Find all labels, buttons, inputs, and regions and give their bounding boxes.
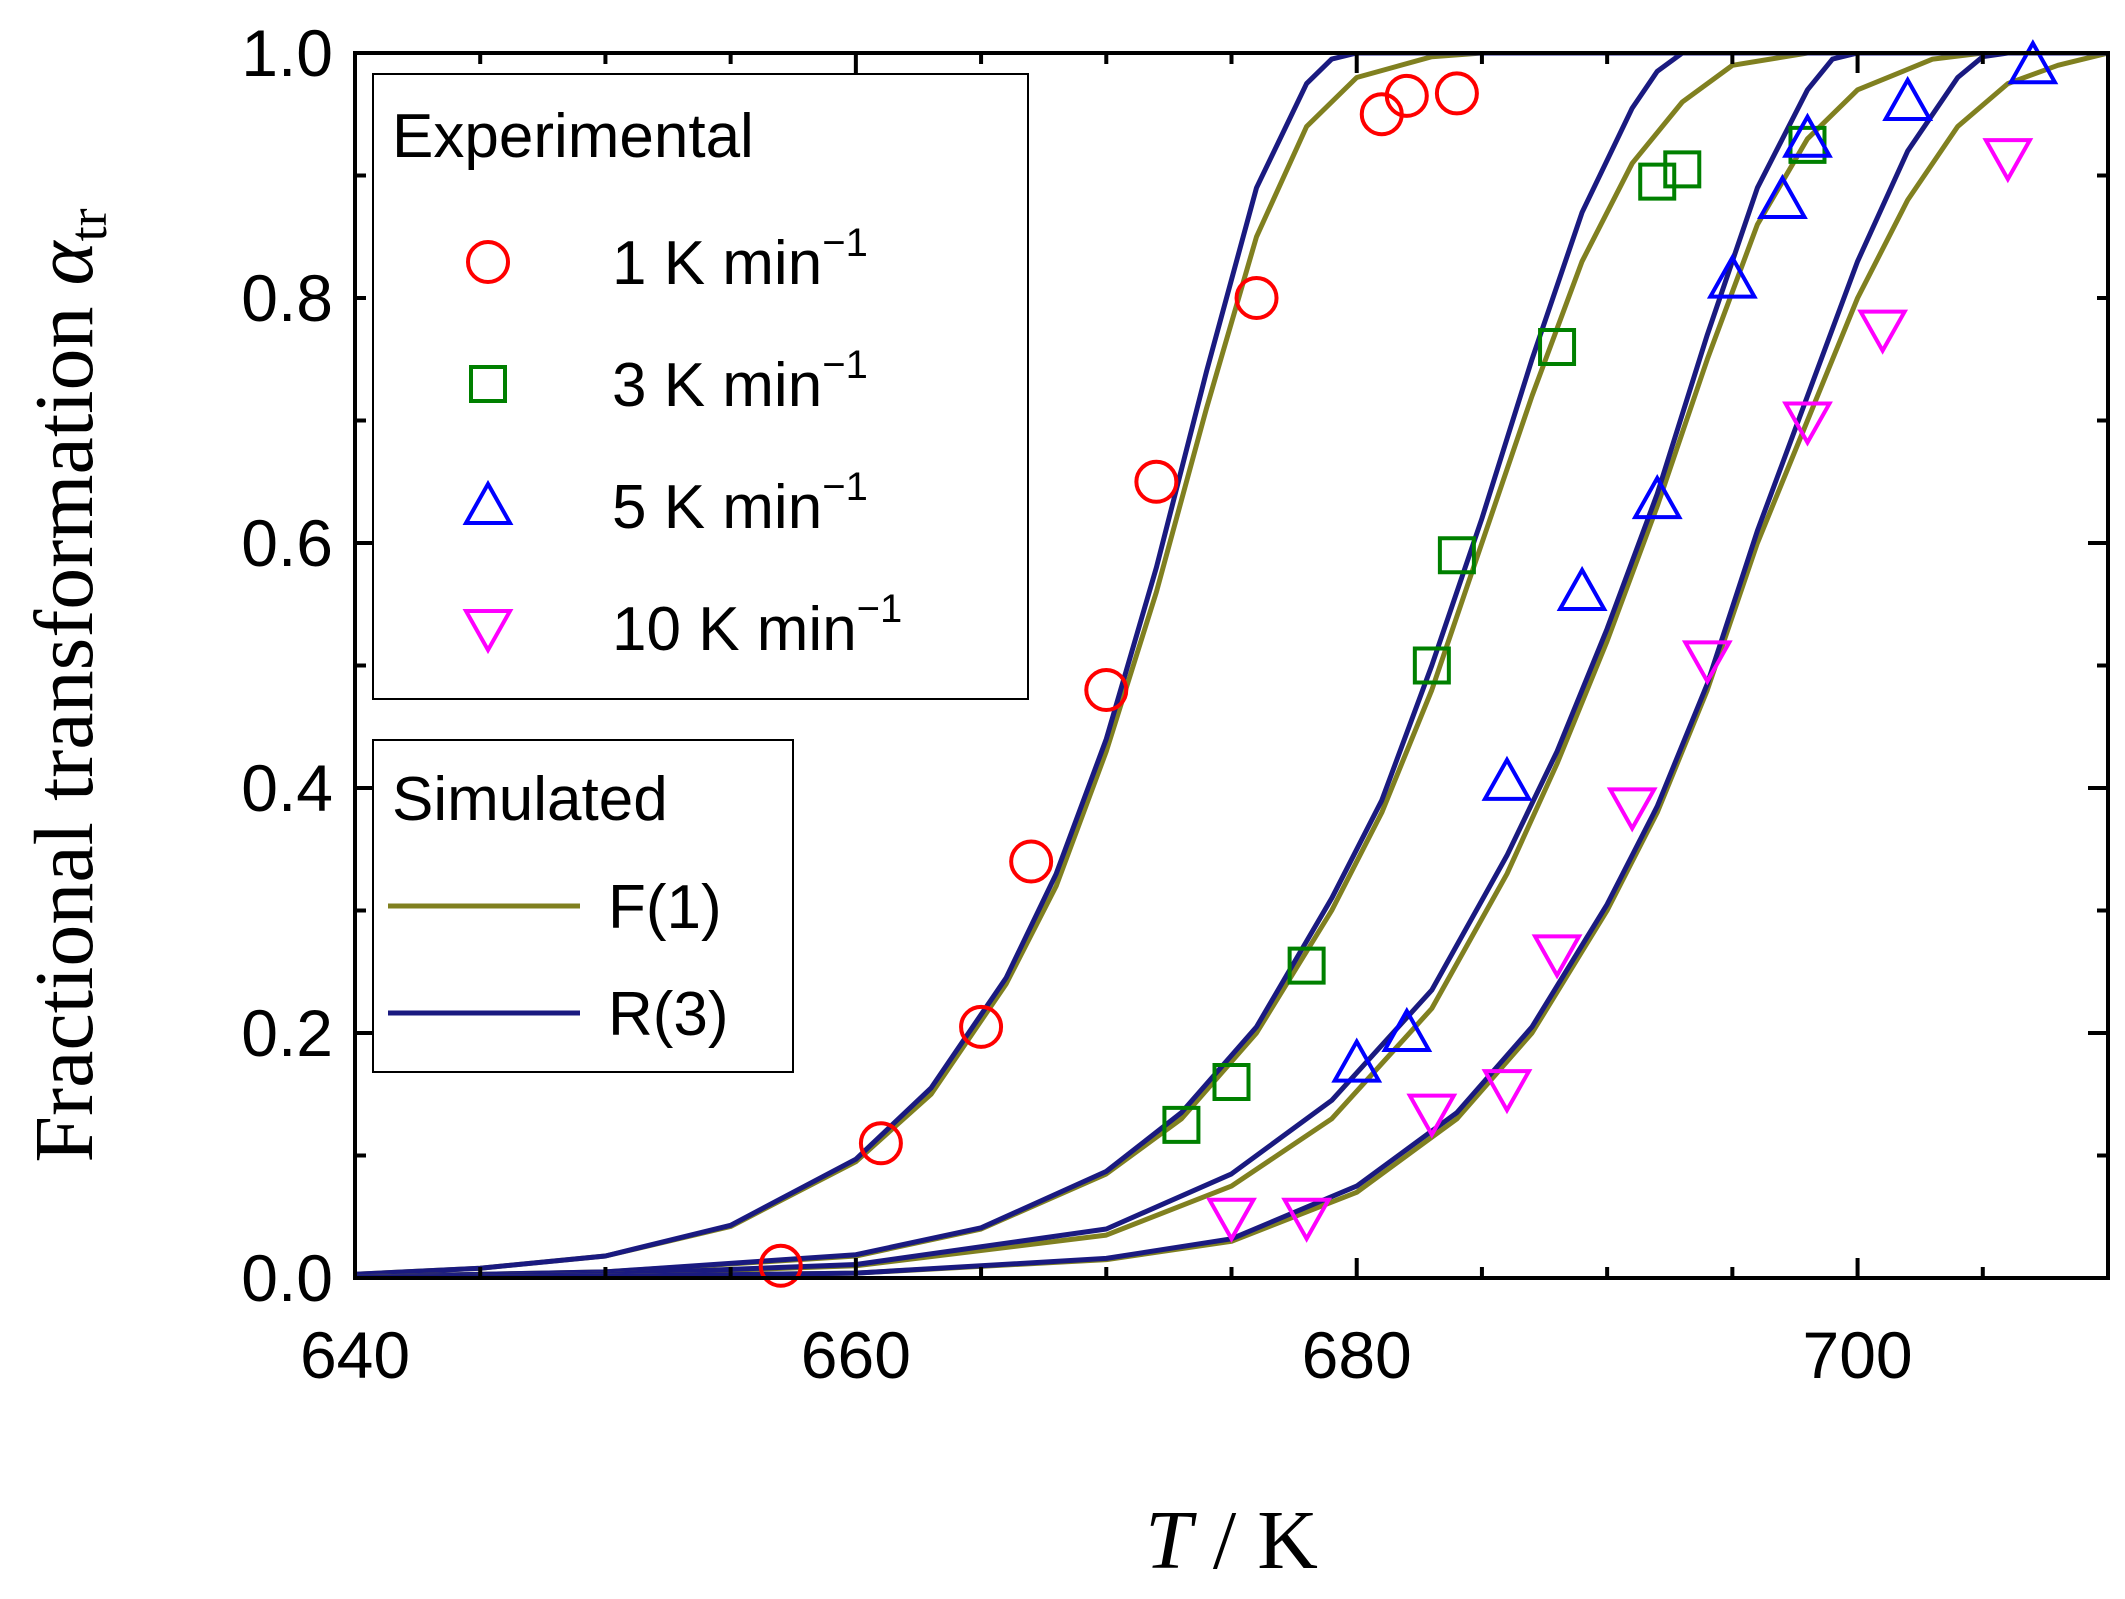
marker-series0-0 [758,1243,803,1288]
legend-experimental-title: Experimental [392,102,754,171]
curve-f1-4 [355,53,2108,1278]
marker-series1-2 [1287,946,1326,985]
marker-series1-7 [1663,150,1702,189]
x-axis-title-symbol: T [1145,1494,1197,1587]
y-axis-title-text: Fractional transformation [18,286,111,1163]
marker-series2-6 [1757,173,1808,219]
marker-series2-5 [1706,253,1758,299]
marker-series0-3 [1009,839,1054,884]
marker-series3-8 [1857,309,1909,355]
legend-experimental: Experimental 1 K min−13 K min−15 K min−1… [372,73,1029,700]
x-axis-title-unit: / K [1192,1494,1318,1587]
legend-entry-exponent: −1 [857,587,903,631]
legend-entry-rate: 3 K min [612,351,822,420]
marker-series3-0 [1206,1197,1257,1243]
marker-series3-1 [1281,1197,1333,1243]
y-tick-label: 0.0 [241,1241,333,1315]
marker-series2-8 [1882,75,1934,121]
x-tick-label: 640 [300,1318,410,1392]
marker-series3-9 [1982,138,2034,184]
legend-entry-exponent: −1 [822,465,868,509]
x-tick-label: 680 [1302,1318,1412,1392]
marker-series3-7 [1782,401,1833,447]
curve-r3-7 [355,53,2108,1278]
y-tick-label: 0.8 [241,261,333,335]
y-tick-label: 1.0 [241,16,333,90]
legend-marker-1 [469,365,507,403]
legend-simulated-entries: F(1) R(3) [388,873,729,1049]
marker-series2-7 [1782,112,1833,158]
marker-series0-9 [1434,71,1479,116]
marker-series2-1 [1381,1006,1433,1052]
marker-series2-9 [2007,39,2059,85]
legend-entry-rate: 1 K min [612,229,822,298]
legend-experimental-entries: 1 K min−13 K min−15 K min−110 K min−1 [462,221,902,664]
axis-ticks: 640 660 680 700 0.0 0.2 0.4 0.6 0.8 1.0 [241,16,2110,1392]
y-tick-label: 0.6 [241,506,333,580]
marker-series3-3 [1481,1069,1533,1115]
legend-sim-label-1: R(3) [608,980,729,1049]
y-tick-label: 0.2 [241,996,333,1070]
marker-series2-0 [1331,1037,1383,1083]
y-tick-label: 0.4 [241,751,333,825]
marker-series0-2 [959,1004,1004,1049]
marker-series0-8 [1384,73,1429,118]
marker-series3-2 [1406,1093,1458,1139]
marker-series1-1 [1212,1063,1251,1101]
marker-series1-6 [1638,162,1677,201]
experimental-markers [758,39,2059,1288]
legend-entry-rate: 10 K min [612,595,857,664]
legend-entry-label-0: 1 K min−1 [612,221,868,298]
legend-entry-exponent: −1 [822,343,868,387]
legend-entry-label-2: 5 K min−1 [612,465,868,542]
marker-series1-4 [1437,536,1476,575]
marker-series2-4 [1631,474,1683,520]
curve-r3-5 [355,53,2108,1278]
legend-marker-2 [462,479,514,525]
marker-series3-5 [1606,787,1658,833]
y-axis-title-subscript: tr [58,208,118,241]
simulated-curves [355,53,2108,1278]
marker-series3-6 [1681,640,1733,686]
marker-series1-3 [1412,646,1451,685]
legend-entry-exponent: −1 [822,221,868,265]
legend-marker-3 [462,609,514,655]
marker-series0-6 [1234,276,1279,320]
curve-r3-3 [355,53,2108,1278]
legend-entry-label-1: 3 K min−1 [612,343,868,420]
marker-series3-4 [1531,934,1583,980]
legend-simulated: Simulated F(1) R(3) [372,739,794,1073]
marker-series0-5 [1134,459,1179,504]
marker-series1-0 [1162,1105,1201,1144]
marker-series0-4 [1084,668,1129,712]
legend-sim-label-0: F(1) [608,873,722,942]
marker-series2-2 [1481,755,1533,801]
legend-entry-label-3: 10 K min−1 [612,587,902,664]
x-tick-label: 700 [1803,1318,1913,1392]
legend-entry-rate: 5 K min [612,473,822,542]
marker-series0-1 [858,1121,903,1166]
y-axis-title-symbol: α [18,240,111,286]
marker-series1-5 [1538,328,1577,366]
legend-simulated-title: Simulated [392,765,668,834]
marker-series2-3 [1556,565,1608,611]
legend-experimental-box [372,73,1029,700]
x-axis-title: T / K [1145,1494,1318,1587]
legend-marker-0 [466,240,510,284]
x-tick-label: 660 [801,1318,911,1392]
y-axis-title: Fractional transformation αtr [18,208,118,1162]
curve-r3-1 [355,53,2108,1277]
